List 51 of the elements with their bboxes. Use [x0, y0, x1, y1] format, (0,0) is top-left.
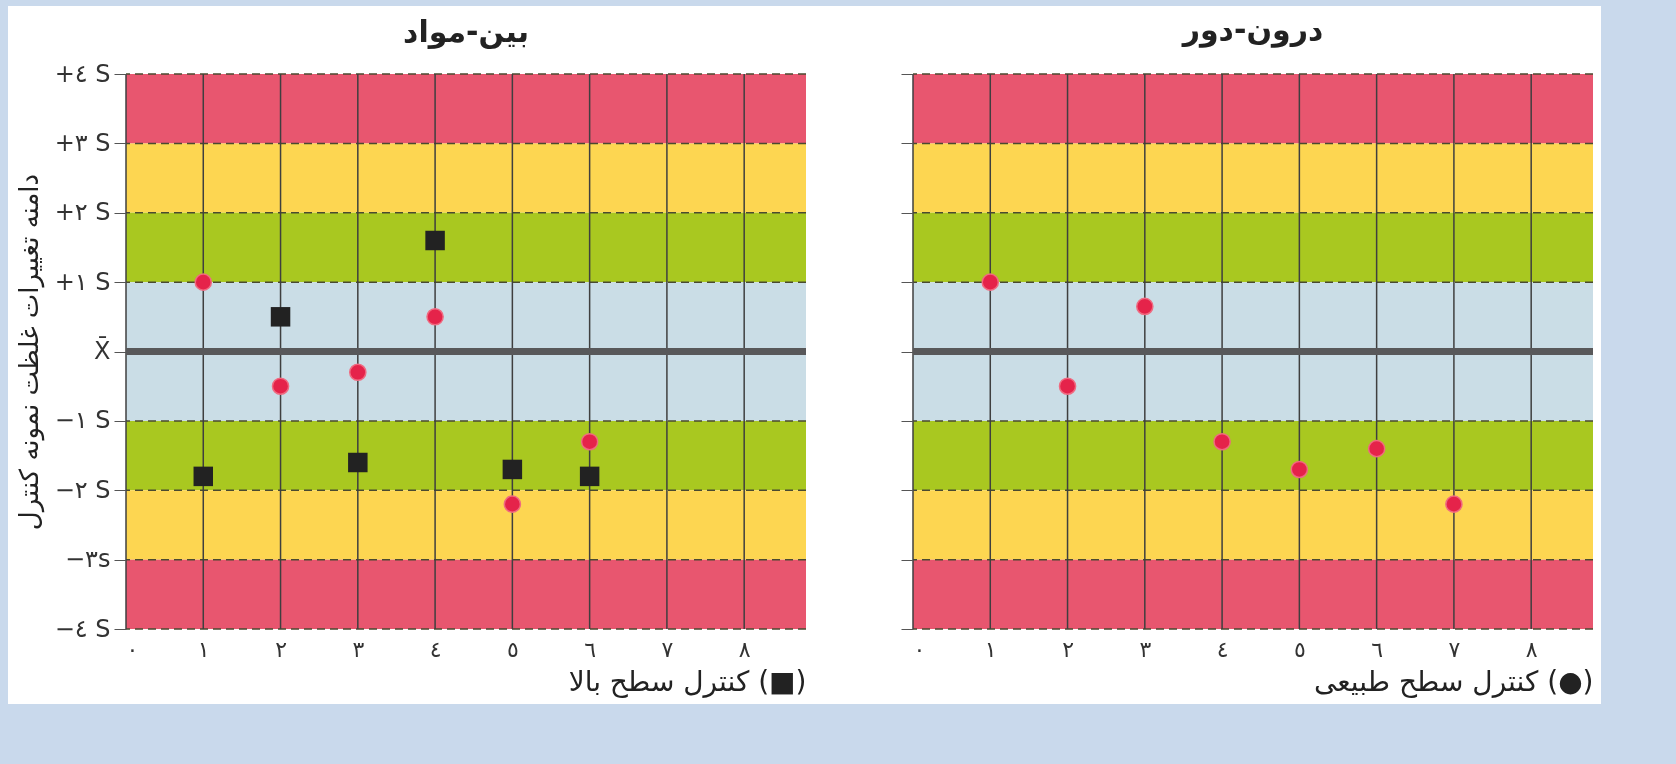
point: [503, 495, 522, 513]
point: [1213, 432, 1231, 451]
point: [580, 432, 599, 451]
x-tick-label: ٣: [352, 636, 365, 662]
point: [1136, 297, 1154, 316]
x-tick-label: ٧: [661, 636, 674, 662]
y-tick-label: +٢ S: [54, 198, 111, 227]
y-tick-label: X̄: [94, 335, 111, 365]
y-tick-label: +٤ S: [54, 59, 111, 88]
y-tick-label: −٤ S: [54, 614, 111, 643]
point: [194, 273, 213, 291]
point: [425, 230, 445, 251]
point: [981, 273, 1000, 291]
x-tick-label: ٨: [1525, 636, 1538, 662]
x-tick-label: ٥: [1293, 636, 1306, 662]
x-tick-label: ٨: [738, 636, 751, 662]
x-tick-label: ٦: [1371, 636, 1384, 662]
point: [579, 466, 600, 487]
x-tick-label: ٧: [1448, 636, 1461, 662]
y-axis-title: دامنه تغییرات غلظت نمونه کنترل: [13, 173, 45, 531]
x-tick-label: ٣: [1139, 636, 1152, 662]
x-axis-title: کنترل سطح طبیعی (●): [1313, 664, 1594, 698]
point: [1445, 495, 1463, 513]
point: [426, 308, 444, 326]
x-tick-label: ٤: [1216, 636, 1229, 662]
x-tick-label: ٠: [913, 636, 926, 662]
y-tick-label: +١ S: [54, 267, 111, 296]
x-tick-label: ٥: [506, 636, 519, 662]
y-tick-label: −٣s: [64, 545, 111, 574]
point: [1290, 460, 1309, 479]
x-tick-label: ٤: [429, 636, 442, 662]
point: [193, 466, 214, 487]
point: [502, 459, 523, 480]
point: [271, 377, 290, 395]
chart-title: درون-دور: [1180, 12, 1324, 49]
x-tick-label: ٠: [126, 636, 139, 662]
x-axis-title: کنترل سطح بالا (■): [568, 664, 807, 698]
y-tick-label: +٣ S: [54, 128, 111, 157]
x-tick-label: ١: [197, 636, 210, 662]
x-tick-label: ٦: [584, 636, 597, 662]
x-tick-label: ٢: [1062, 636, 1074, 662]
y-tick-label: −٢ S: [54, 475, 111, 504]
point: [349, 363, 367, 382]
chart-title: بین-مواد: [402, 14, 530, 49]
point: [1058, 377, 1077, 395]
point: [348, 452, 368, 473]
y-tick-label: −١ S: [54, 406, 111, 435]
x-tick-label: ٢: [275, 636, 287, 662]
point: [270, 307, 291, 327]
point: [1367, 439, 1386, 458]
x-tick-label: ١: [984, 636, 997, 662]
